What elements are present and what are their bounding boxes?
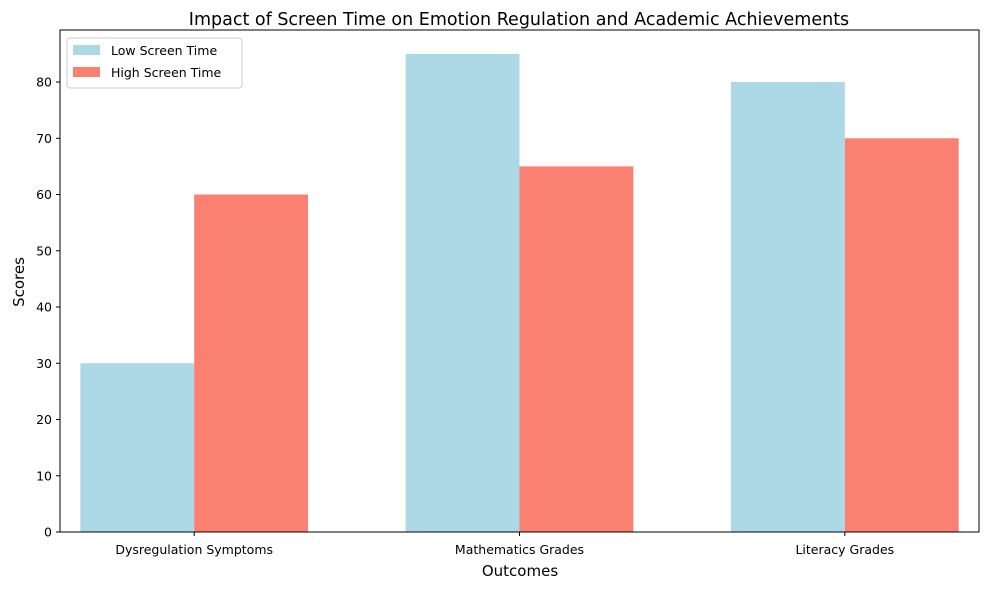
y-tick-label: 10 [36,468,52,483]
legend-swatch-low-screen-time [73,45,100,55]
y-tick-label: 30 [36,356,52,371]
x-tick-label-dysregulation-symptoms: Dysregulation Symptoms [115,542,273,557]
y-tick-label: 40 [36,300,52,315]
chart-title: Impact of Screen Time on Emotion Regulat… [189,10,849,30]
x-axis: Dysregulation Symptoms Mathematics Grades… [115,532,894,557]
bar-high-screen-time-mathematics-grades [519,166,634,532]
bars-layer [80,53,959,533]
bar-high-screen-time-dysregulation-symptoms [194,194,309,533]
y-tick-label: 80 [36,75,52,90]
bar-low-screen-time-mathematics-grades [405,53,520,533]
x-tick-label-mathematics-grades: Mathematics Grades [455,542,584,557]
legend-label-high-screen-time: High Screen Time [111,65,222,80]
legend: Low Screen Time High Screen Time [66,37,243,89]
legend-box [66,37,243,89]
bar-low-screen-time-literacy-grades [730,82,845,532]
x-tick-label-literacy-grades: Literacy Grades [795,542,894,557]
bar-low-screen-time-dysregulation-symptoms [80,363,195,532]
y-axis: 0 10 20 30 40 50 60 70 80 [36,75,60,540]
y-tick-label: 50 [36,243,52,258]
bar-high-screen-time-literacy-grades [844,138,959,532]
x-axis-title: Outcomes [482,562,558,580]
y-axis-title: Scores [10,257,28,307]
y-tick-label: 20 [36,412,52,427]
y-tick-label: 70 [36,131,52,146]
y-tick-label: 0 [44,525,52,540]
legend-swatch-high-screen-time [73,67,100,77]
legend-label-low-screen-time: Low Screen Time [111,43,217,58]
y-tick-label: 60 [36,187,52,202]
